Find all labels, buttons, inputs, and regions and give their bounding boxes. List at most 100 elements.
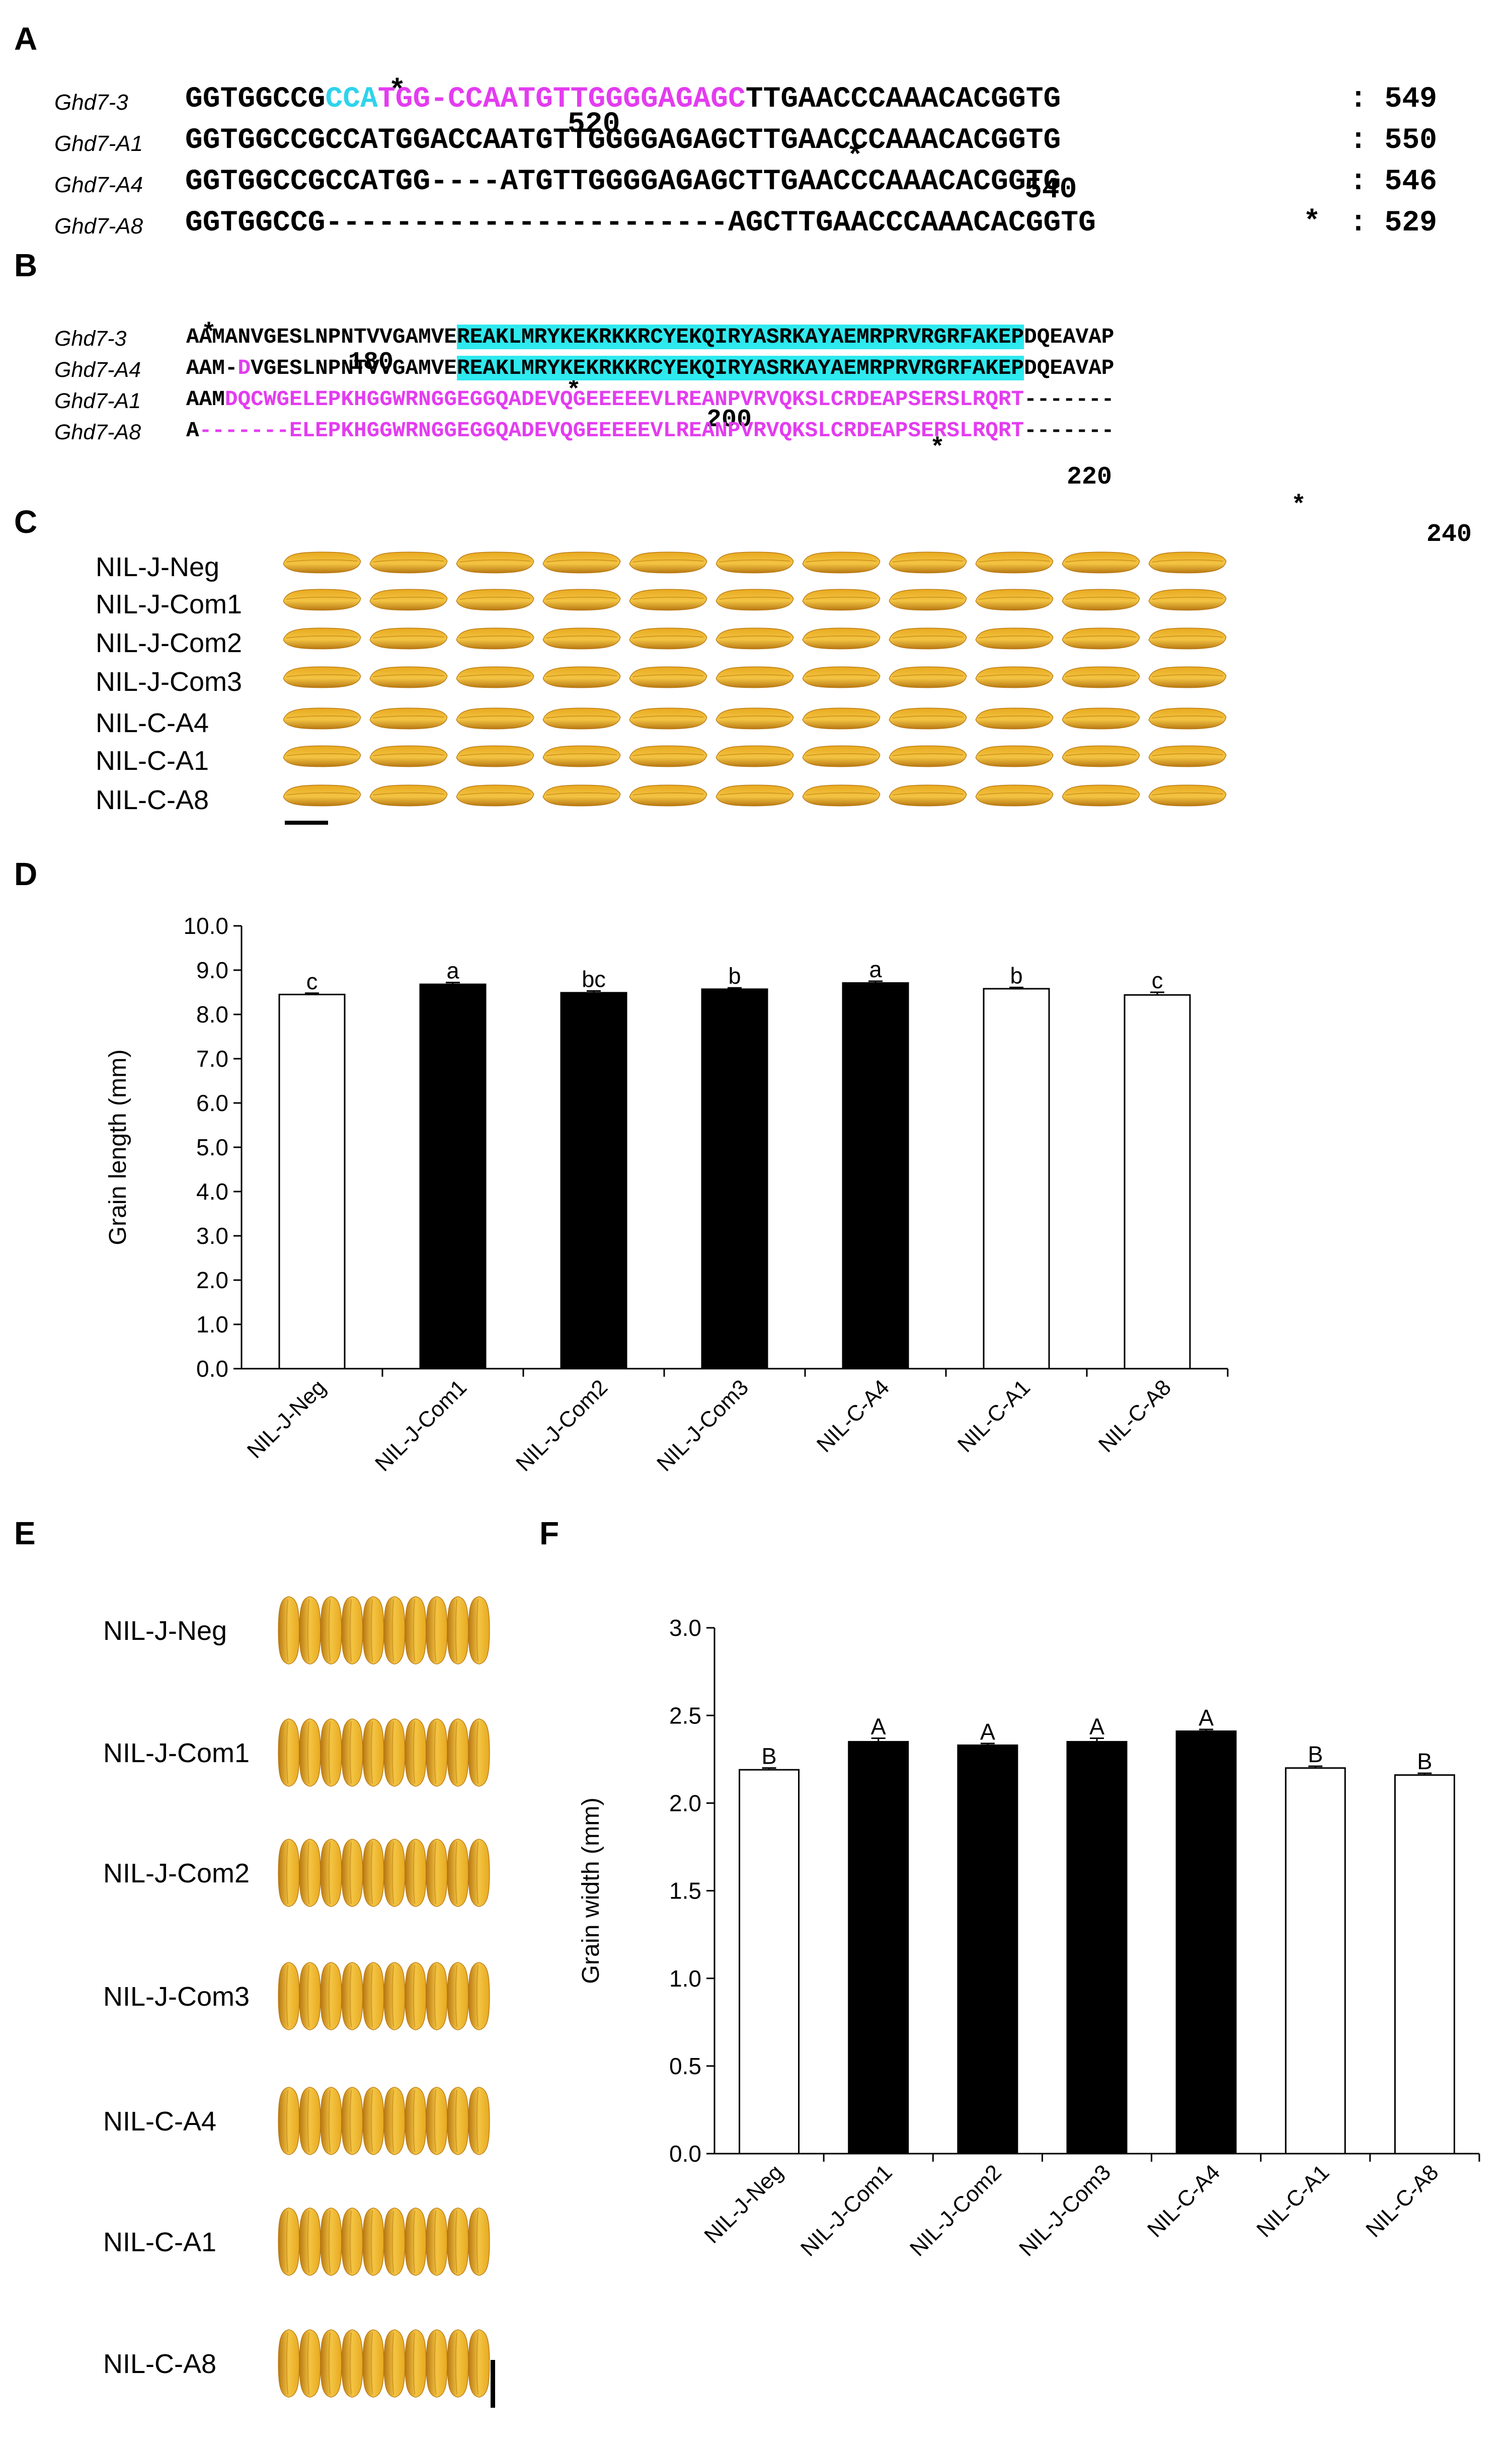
grain bbox=[974, 548, 1055, 578]
sequence-length: : 549 bbox=[1349, 83, 1438, 116]
grain bbox=[974, 586, 1055, 615]
grain bbox=[1061, 586, 1141, 615]
grain bbox=[368, 663, 449, 693]
grain bbox=[424, 1717, 450, 1790]
y-tick-label: 2.0 bbox=[196, 1267, 228, 1293]
grain bbox=[801, 781, 882, 811]
sequence-line: GGTGGCCG-----------------------AGCTTGAAC… bbox=[185, 207, 1096, 240]
grain bbox=[466, 2206, 492, 2279]
grain bbox=[974, 663, 1055, 693]
grain bbox=[424, 1838, 450, 1911]
grain bbox=[297, 2086, 323, 2159]
sequence-segment: ------- bbox=[1024, 418, 1115, 443]
x-tick-label: NIL-J-Com1 bbox=[796, 2160, 897, 2261]
sequence-name: Ghd7-A1 bbox=[54, 131, 143, 156]
grain bbox=[1061, 781, 1141, 811]
sequence-name: Ghd7-3 bbox=[54, 327, 127, 351]
grain bbox=[628, 704, 708, 734]
y-tick-label: 4.0 bbox=[196, 1178, 228, 1205]
grain bbox=[318, 2328, 344, 2401]
grain bbox=[1061, 742, 1141, 772]
significance-letter: c bbox=[1152, 968, 1163, 993]
grain bbox=[403, 1961, 429, 2034]
grain bbox=[801, 548, 882, 578]
y-axis-label: Grain width (mm) bbox=[577, 1797, 604, 1984]
grain bbox=[1061, 663, 1141, 693]
grain bbox=[1061, 624, 1141, 654]
grain bbox=[714, 742, 795, 772]
sequence-length: : 529 bbox=[1349, 207, 1438, 240]
grain bbox=[318, 1838, 344, 1911]
grain bbox=[455, 742, 535, 772]
significance-letter: B bbox=[762, 1744, 777, 1769]
significance-letter: A bbox=[871, 1713, 886, 1739]
sequence-name: Ghd7-A8 bbox=[54, 214, 143, 239]
grain bbox=[445, 1961, 471, 2034]
significance-letter: c bbox=[306, 969, 318, 994]
sequence-segment: GGTGGCCGCCATGG----ATGTTGGGGAGAGCTTGAACCC… bbox=[185, 166, 1061, 198]
grain bbox=[445, 2206, 471, 2279]
grain bbox=[403, 1595, 429, 1668]
grain bbox=[339, 1717, 365, 1790]
genotype-label: NIL-J-Com3 bbox=[103, 1982, 250, 2012]
grain bbox=[801, 663, 882, 693]
ruler-position-220: 220 bbox=[1067, 463, 1112, 492]
genotype-label: NIL-J-Neg bbox=[103, 1616, 227, 1646]
sequence-name: Ghd7-A8 bbox=[54, 420, 141, 444]
genotype-label: NIL-J-Neg bbox=[96, 552, 220, 582]
grain bbox=[714, 781, 795, 811]
grain bbox=[424, 1595, 450, 1668]
grain bbox=[403, 1838, 429, 1911]
grain bbox=[888, 704, 968, 734]
grain bbox=[974, 742, 1055, 772]
grain bbox=[282, 663, 362, 693]
grain bbox=[368, 704, 449, 734]
ruler-star: * bbox=[566, 377, 582, 406]
grain bbox=[1147, 548, 1228, 578]
y-tick-label: 6.0 bbox=[196, 1090, 228, 1116]
sequence-name: Ghd7-3 bbox=[54, 90, 128, 115]
grain bbox=[339, 1595, 365, 1668]
grain bbox=[424, 2328, 450, 2401]
sequence-segment: VGESLNPNTVVGAMVE bbox=[251, 356, 457, 380]
x-tick-label: NIL-J-Com3 bbox=[1014, 2160, 1116, 2261]
grain bbox=[445, 2328, 471, 2401]
grain bbox=[282, 742, 362, 772]
grain bbox=[801, 624, 882, 654]
genotype-label: NIL-J-Com2 bbox=[103, 1858, 250, 1888]
sequence-length: : 546 bbox=[1349, 166, 1438, 198]
grain bbox=[445, 1838, 471, 1911]
grain bbox=[297, 2328, 323, 2401]
grain bbox=[360, 2206, 386, 2279]
grain bbox=[1147, 624, 1228, 654]
genotype-label: NIL-J-Com2 bbox=[96, 628, 243, 658]
grain bbox=[282, 624, 362, 654]
grain bbox=[541, 586, 622, 615]
grain bbox=[339, 2086, 365, 2159]
genotype-label: NIL-C-A1 bbox=[96, 746, 209, 776]
grain bbox=[276, 2086, 302, 2159]
grain bbox=[628, 586, 708, 615]
grain bbox=[339, 1838, 365, 1911]
sequence-line: A-------ELEPKHGGWRNGGEGGQADEVQGEEEEEVLRE… bbox=[186, 418, 1114, 443]
grain bbox=[360, 1961, 386, 2034]
sequence-segment: TTGAACCCAAACACGGTG bbox=[745, 83, 1061, 116]
grain bbox=[360, 1838, 386, 1911]
grain bbox=[360, 2086, 386, 2159]
x-tick-label: NIL-C-A4 bbox=[1143, 2160, 1225, 2242]
sequence-segment: DQEAVAP bbox=[1024, 325, 1115, 349]
panel-label-c: C bbox=[14, 504, 38, 540]
significance-letter: A bbox=[980, 1719, 995, 1745]
y-tick-label: 9.0 bbox=[196, 957, 228, 983]
grain bbox=[368, 781, 449, 811]
bar bbox=[848, 1741, 909, 2155]
grain bbox=[455, 781, 535, 811]
ruler-position-240: 240 bbox=[1426, 520, 1472, 549]
sequence-segment: A bbox=[186, 418, 199, 443]
grain bbox=[628, 742, 708, 772]
grain bbox=[276, 1961, 302, 2034]
grain bbox=[801, 704, 882, 734]
significance-letter: B bbox=[1308, 1742, 1323, 1767]
sequence-segment: REAKLMRYKEKRKKRCYEKQIRYASRKAYAEMRPRVRGRF… bbox=[456, 325, 1024, 349]
grain bbox=[541, 624, 622, 654]
